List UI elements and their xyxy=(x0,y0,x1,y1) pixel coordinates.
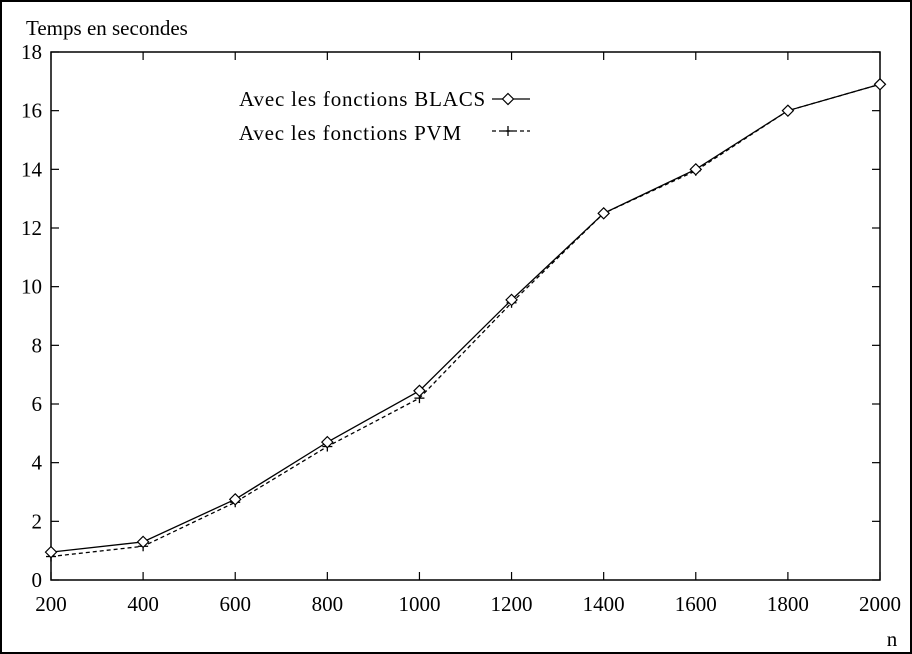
axis-tick-labels: 200 400 600 800 1000 1200 1400 1600 1800 2000 0 2 4 6… xyxy=(21,40,901,616)
y-tick-label: 18 xyxy=(21,40,42,64)
legend: Avec les fonctions BLACS Avec les foncti… xyxy=(239,87,530,145)
y-tick-label: 6 xyxy=(32,392,43,416)
series-line-blacs xyxy=(50,83,881,553)
y-tick-label: 0 xyxy=(32,568,43,592)
point-blacs xyxy=(228,492,242,506)
point-blacs xyxy=(873,77,887,91)
y-tick-label: 2 xyxy=(32,509,43,533)
y-tick-label: 14 xyxy=(21,157,43,181)
y-tick-label: 16 xyxy=(21,99,42,123)
series-layer xyxy=(44,77,887,562)
y-axis-title: Temps en secondes xyxy=(26,16,188,40)
legend-sample-blacs xyxy=(492,92,530,106)
point-blacs xyxy=(136,535,150,549)
series-pvm xyxy=(46,79,885,562)
point-blacs xyxy=(505,293,518,307)
x-tick-label: 1000 xyxy=(398,592,440,616)
x-tick-label: 2000 xyxy=(859,592,901,616)
legend-label-blacs: Avec les fonctions BLACS xyxy=(239,87,486,111)
x-tick-label: 1200 xyxy=(491,592,533,616)
x-axis-title: n xyxy=(887,627,898,651)
legend-marker-blacs xyxy=(501,92,515,106)
x-tick-label: 1800 xyxy=(767,592,809,616)
y-tick-label: 10 xyxy=(21,275,42,299)
x-tick-label: 1400 xyxy=(583,592,625,616)
x-tick-label: 600 xyxy=(219,592,251,616)
x-tick-label: 200 xyxy=(35,592,67,616)
point-blacs xyxy=(597,206,611,220)
legend-label-pvm: Avec les fonctions PVM xyxy=(239,121,462,145)
point-blacs xyxy=(44,545,58,559)
x-tick-label: 400 xyxy=(127,592,159,616)
point-blacs xyxy=(413,384,426,398)
series-blacs xyxy=(44,77,887,559)
point-blacs xyxy=(689,162,703,176)
axis-ticks xyxy=(50,51,881,581)
point-blacs xyxy=(781,104,795,118)
point-blacs xyxy=(320,435,334,449)
series-line-pvm xyxy=(50,83,881,558)
legend-marker-pvm xyxy=(503,126,513,136)
x-tick-label: 800 xyxy=(312,592,344,616)
y-tick-label: 12 xyxy=(21,216,42,240)
legend-sample-pvm xyxy=(492,126,530,136)
y-tick-label: 8 xyxy=(32,333,43,357)
y-tick-label: 4 xyxy=(32,451,43,475)
x-tick-label: 1600 xyxy=(675,592,717,616)
